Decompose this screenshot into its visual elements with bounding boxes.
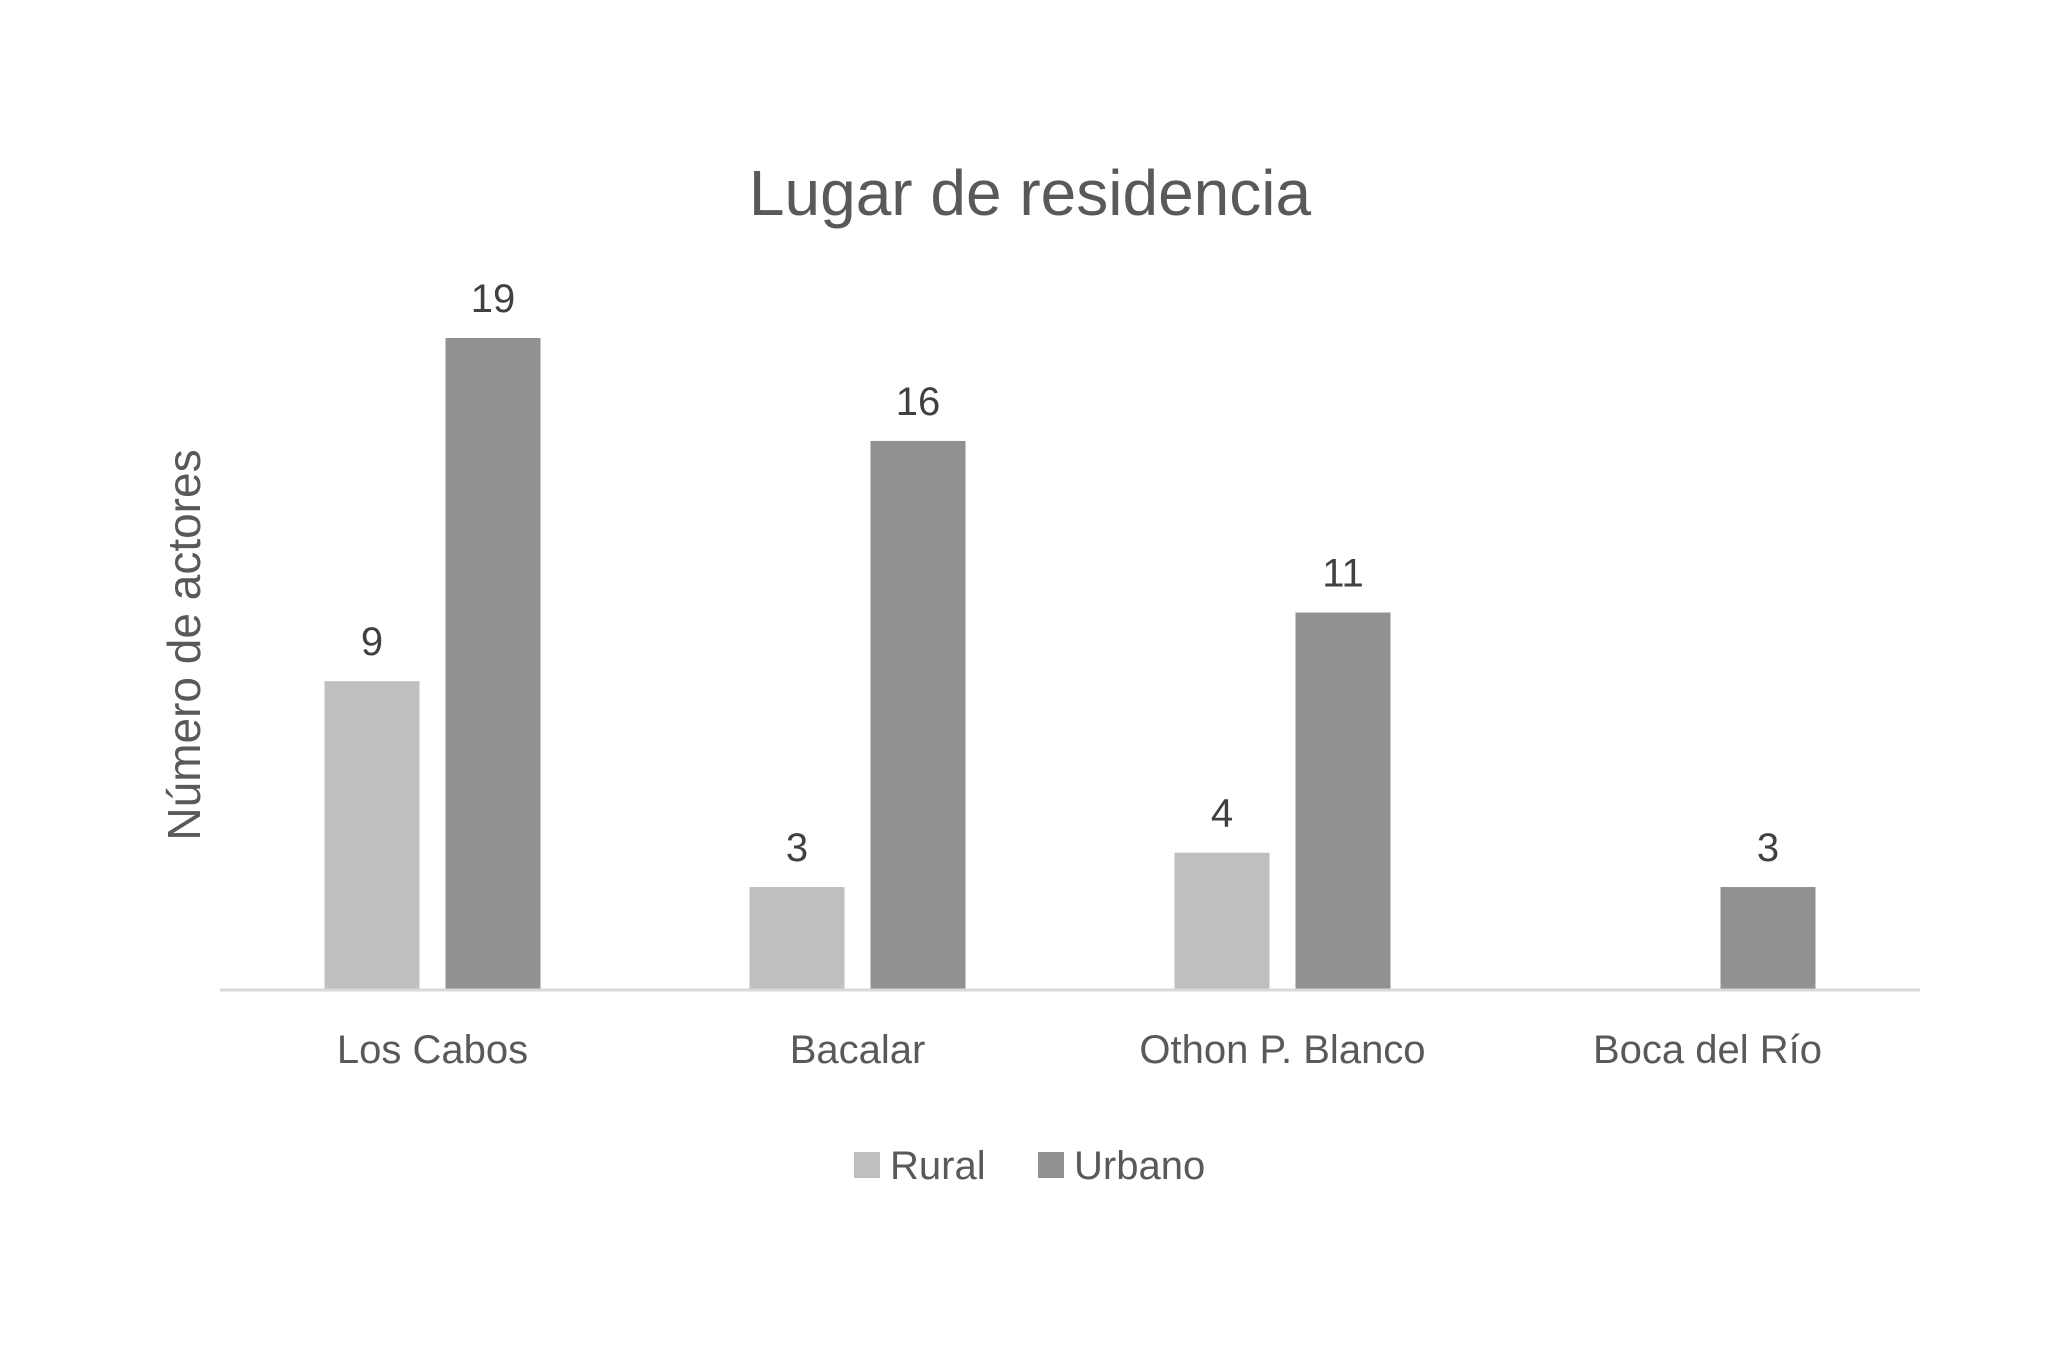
x-tick-label-0: Los Cabos <box>337 1028 528 1072</box>
bar-urbano-3 <box>1720 887 1816 990</box>
data-label-urbano-1: 16 <box>896 380 941 424</box>
data-label-rural-2: 4 <box>1211 792 1233 836</box>
bar-urbano-0 <box>445 338 541 990</box>
data-label-urbano-0: 19 <box>471 277 516 321</box>
bar-rural-1 <box>749 887 845 990</box>
x-tick-label-3: Boca del Río <box>1593 1028 1822 1072</box>
data-label-rural-1: 3 <box>786 826 808 870</box>
data-label-rural-0: 9 <box>361 620 383 664</box>
y-axis-title: Número de actores <box>158 449 210 840</box>
chart-title: Lugar de residencia <box>749 157 1312 229</box>
x-tick-label-2: Othon P. Blanco <box>1139 1028 1425 1072</box>
legend-swatch-rural <box>854 1152 880 1178</box>
x-tick-labels: Los Cabos Bacalar Othon P. Blanco Boca del … <box>337 1028 1822 1072</box>
legend: Rural Urbano <box>854 1144 1205 1188</box>
legend-label-rural: Rural <box>890 1144 986 1188</box>
bars-group <box>324 338 1816 990</box>
legend-swatch-urbano <box>1038 1152 1064 1178</box>
data-label-urbano-2: 11 <box>1322 552 1364 596</box>
legend-label-urbano: Urbano <box>1074 1144 1205 1188</box>
data-labels-group: 9 19 3 16 4 11 3 <box>361 277 1779 870</box>
bar-rural-2 <box>1174 852 1270 990</box>
bar-urbano-1 <box>870 440 966 990</box>
bar-urbano-2 <box>1295 612 1391 990</box>
x-tick-label-1: Bacalar <box>790 1028 926 1072</box>
data-label-urbano-3: 3 <box>1757 826 1779 870</box>
bar-rural-0 <box>324 681 420 990</box>
